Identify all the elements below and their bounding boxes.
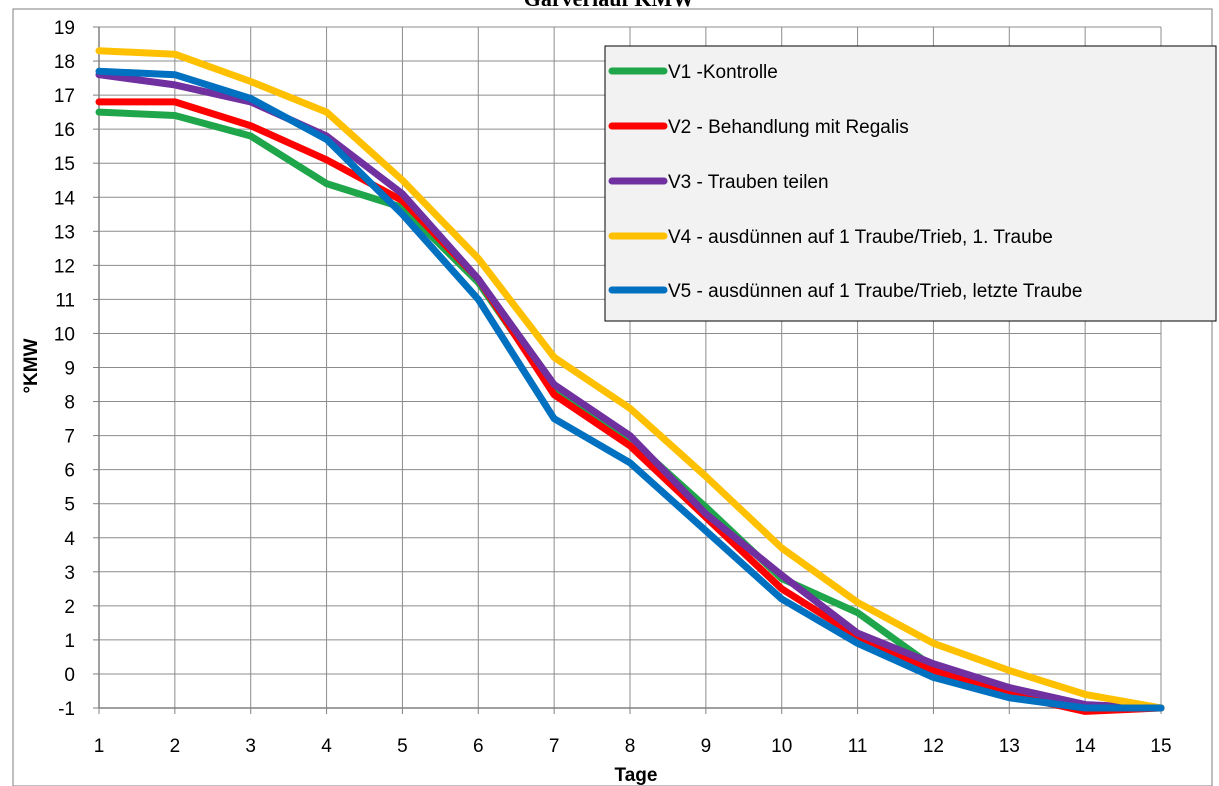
- y-tick-label: 13: [54, 222, 75, 243]
- chart-frame: [12, 8, 1213, 786]
- y-tick-label: 3: [64, 563, 75, 584]
- x-tick-label: 5: [397, 736, 408, 757]
- x-tick-label: 2: [170, 736, 181, 757]
- y-tick-label: 0: [64, 665, 75, 686]
- x-tick-label: 7: [549, 736, 560, 757]
- legend-label: V3 - Trauben teilen: [668, 172, 829, 193]
- series-line: [95, 47, 1165, 712]
- x-tick-label: 9: [701, 736, 712, 757]
- x-axis-title: Tage: [615, 765, 658, 786]
- x-tick-labels: 1 2 3 4 5 6 7 8 9 10 11 12 13 14 15: [94, 736, 1172, 757]
- legend-label: V1 -Kontrolle: [668, 62, 778, 83]
- x-tick-label: 13: [999, 736, 1020, 757]
- y-tick-label: 18: [54, 52, 75, 73]
- legend-label: V5 - ausdünnen auf 1 Traube/Trieb, letzt…: [668, 281, 1082, 302]
- y-tick-label: 17: [54, 86, 75, 107]
- y-tick-label: 12: [54, 256, 75, 277]
- y-tick-label: 6: [64, 461, 75, 482]
- x-tick-label: 3: [245, 736, 256, 757]
- y-tick-label: 14: [54, 188, 76, 209]
- x-tick-label: 6: [473, 736, 484, 757]
- legend: V1 -Kontrolle V2 - Behandlung mit Regalis…: [604, 45, 1217, 322]
- axes: [93, 26, 1162, 714]
- legend-label: V2 - Behandlung mit Regalis: [668, 117, 909, 138]
- y-tick-label: 4: [64, 529, 75, 550]
- chart-title: Gärverlauf KMW: [524, 0, 694, 11]
- y-tick-label: 9: [64, 359, 75, 380]
- y-tick-label: 7: [64, 427, 75, 448]
- x-tick-label: 4: [321, 736, 332, 757]
- y-axis-title: °KMW: [21, 338, 42, 393]
- x-tick-label: 11: [848, 736, 868, 757]
- series-lines: [95, 47, 1165, 715]
- y-tick-label: 19: [54, 18, 75, 39]
- legend-label: V4 - ausdünnen auf 1 Traube/Trieb, 1. Tr…: [668, 227, 1053, 248]
- y-tick-label: 2: [64, 597, 75, 618]
- x-tick-label: 10: [771, 736, 792, 757]
- y-tick-label: 1: [64, 631, 75, 652]
- x-tick-label: 8: [625, 736, 636, 757]
- x-tick-label: 12: [923, 736, 944, 757]
- series-line: [95, 67, 1165, 712]
- x-tick-label: 14: [1075, 736, 1097, 757]
- y-tick-label: 8: [64, 393, 75, 414]
- y-tick-label: 16: [54, 120, 75, 141]
- y-tick-label: -1: [58, 699, 75, 720]
- y-tick-label: 15: [54, 154, 75, 175]
- y-tick-label: 5: [64, 495, 75, 516]
- x-tick-label: 1: [94, 736, 105, 757]
- series-line: [95, 98, 1165, 715]
- y-tick-label: 10: [54, 324, 75, 345]
- y-tick-label: 11: [55, 290, 75, 311]
- legend-box: [604, 45, 1217, 322]
- x-tick-label: 15: [1150, 736, 1171, 757]
